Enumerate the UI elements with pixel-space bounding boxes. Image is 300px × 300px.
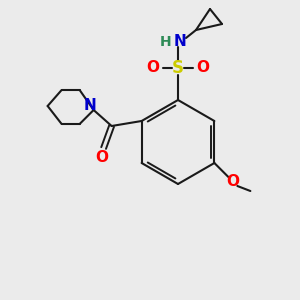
- Text: S: S: [172, 59, 184, 77]
- Text: O: O: [196, 61, 209, 76]
- Text: O: O: [226, 173, 239, 188]
- Text: O: O: [146, 61, 160, 76]
- Text: N: N: [174, 34, 186, 50]
- Text: O: O: [95, 149, 108, 164]
- Text: N: N: [83, 98, 96, 113]
- Text: H: H: [160, 35, 172, 49]
